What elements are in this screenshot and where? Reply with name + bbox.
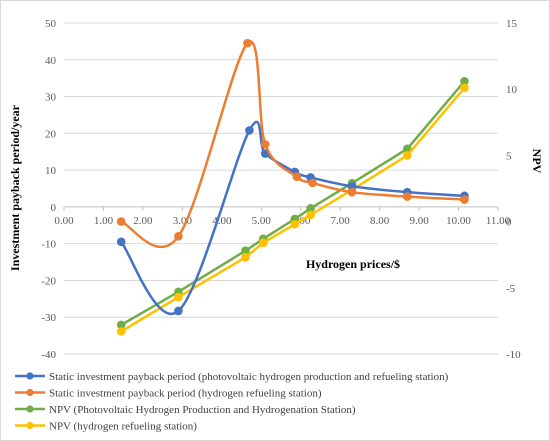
data-point <box>308 178 317 188</box>
x-tick-label: 5.00 <box>252 215 272 227</box>
left-y-tick-label: -10 <box>41 239 56 251</box>
series-3 <box>116 76 469 330</box>
left-y-axis-ticks: 50 40 30 20 10 0 -10 -20 -30 -40 <box>41 18 56 361</box>
data-point <box>241 253 250 262</box>
legend-item: Static investment payback period (photov… <box>15 371 449 383</box>
data-point <box>174 306 183 316</box>
legend-swatch-marker <box>26 388 34 397</box>
data-point <box>245 126 254 135</box>
right-y-tick-label: 5 <box>506 150 512 162</box>
legend-item: NPV (hydrogen refueling station) <box>15 421 197 433</box>
x-tick-label: 2.00 <box>133 215 153 227</box>
legend: Static investment payback period (photov… <box>15 371 449 433</box>
left-y-tick-label: 10 <box>45 165 57 177</box>
x-tick-label: 11.00 <box>486 215 511 227</box>
data-point <box>460 195 469 204</box>
data-point <box>260 140 270 149</box>
legend-item: Static investment payback period (hydrog… <box>15 388 322 400</box>
data-point <box>402 192 412 201</box>
left-y-tick-label: -20 <box>41 275 56 287</box>
legend-swatch-marker <box>26 421 34 430</box>
legend-swatch-marker <box>26 372 34 380</box>
data-point <box>116 217 126 226</box>
data-point <box>460 83 469 93</box>
right-y-tick-label: 0 <box>506 217 512 229</box>
series-2 <box>116 38 469 248</box>
right-y-tick-label: 10 <box>506 84 518 96</box>
data-point <box>116 237 126 247</box>
left-y-tick-label: 0 <box>51 202 57 214</box>
data-point <box>290 219 300 229</box>
legend-item: NPV (Photovoltaic Hydrogen Production an… <box>15 404 356 416</box>
data-point <box>258 238 268 248</box>
data-point <box>306 210 315 220</box>
series-line <box>120 80 466 326</box>
x-tick-label: 0.00 <box>54 215 74 227</box>
legend-swatch-marker <box>26 405 34 413</box>
left-y-tick-label: 30 <box>45 92 57 104</box>
right-y-tick-label: 15 <box>506 18 518 30</box>
data-point <box>174 292 183 302</box>
x-tick-label: 7.00 <box>331 215 351 227</box>
legend-label: Static investment payback period (photov… <box>49 371 449 383</box>
left-y-tick-label: -40 <box>41 349 56 361</box>
x-tick-label: 1.00 <box>94 215 114 227</box>
left-y-axis-title: Investment payback period/year <box>8 104 22 271</box>
data-point <box>347 187 357 197</box>
left-y-tick-label: 40 <box>45 55 57 67</box>
gridlines <box>64 22 498 355</box>
series-4 <box>116 83 469 336</box>
x-tick-label: 10.00 <box>446 215 471 227</box>
left-y-tick-label: 20 <box>45 128 57 140</box>
axes <box>63 206 499 211</box>
data-point <box>292 172 302 182</box>
left-y-tick-label: 50 <box>45 18 57 30</box>
x-tick-label: 8.00 <box>370 215 390 227</box>
legend-label: Static investment payback period (hydrog… <box>49 388 322 400</box>
data-point <box>402 151 412 160</box>
x-axis-title: Hydrogen prices/$ <box>306 257 400 271</box>
series-layer <box>116 38 469 336</box>
right-y-tick-label: -5 <box>506 283 516 295</box>
legend-label: NPV (hydrogen refueling station) <box>49 421 197 433</box>
series-line <box>120 40 465 248</box>
legend-label: NPV (Photovoltaic Hydrogen Production an… <box>49 404 356 416</box>
right-y-tick-label: -10 <box>506 349 521 361</box>
right-y-axis-title: NPV <box>530 149 544 174</box>
data-point <box>174 232 183 241</box>
right-y-axis-ticks: 15 10 5 0 -5 -10 <box>506 18 521 361</box>
data-point <box>116 327 126 336</box>
x-tick-label: 9.00 <box>409 215 429 227</box>
left-y-tick-label: -30 <box>41 312 56 324</box>
data-point <box>243 38 252 48</box>
x-axis-ticks: 0.00 1.00 2.00 3.00 4.00 5.00 6.00 7.00 8.00 9.00… <box>54 215 510 227</box>
